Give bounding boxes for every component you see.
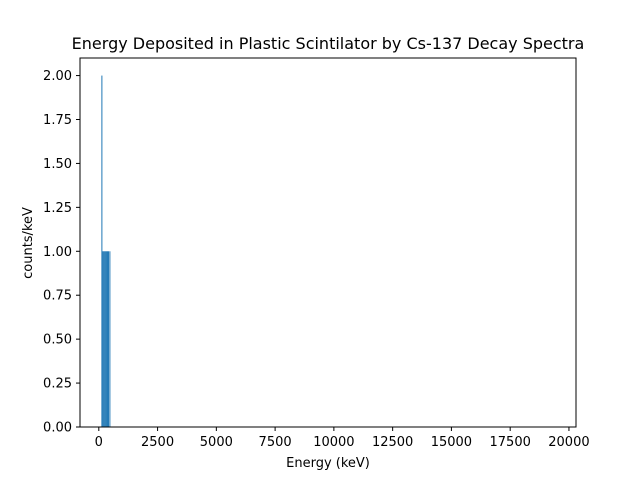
x-tick-label: 7500 bbox=[259, 435, 292, 450]
y-tick-label: 2.00 bbox=[43, 69, 72, 84]
bar bbox=[102, 251, 104, 427]
bar bbox=[103, 251, 105, 427]
bar bbox=[107, 251, 109, 427]
bar bbox=[101, 75, 103, 428]
bar bbox=[104, 251, 106, 427]
x-tick-label: 12500 bbox=[372, 435, 413, 450]
plot-frame bbox=[79, 57, 577, 428]
x-tick-label: 20000 bbox=[548, 435, 589, 450]
x-tick-label: 5000 bbox=[200, 435, 233, 450]
y-tick-label: 0.75 bbox=[43, 289, 72, 304]
bar bbox=[109, 251, 111, 427]
y-tick-label: 1.50 bbox=[43, 157, 72, 172]
y-tick-label: 0.00 bbox=[43, 421, 72, 436]
x-tick-label: 2500 bbox=[141, 435, 174, 450]
chart-title: Energy Deposited in Plastic Scintilator … bbox=[72, 34, 585, 53]
y-axis-label: counts/keV bbox=[21, 207, 36, 279]
bar bbox=[107, 251, 109, 427]
x-axis: 0 2500 5000 7500 10000 12500 15000 17500 20000 bbox=[95, 427, 590, 450]
y-tick-label: 0.25 bbox=[43, 377, 72, 392]
y-tick-label: 0.50 bbox=[43, 333, 72, 348]
y-tick-label: 1.25 bbox=[43, 201, 72, 216]
x-tick-label: 0 bbox=[95, 435, 103, 450]
x-tick-label: 10000 bbox=[313, 435, 354, 450]
bar bbox=[105, 251, 107, 427]
x-axis-label: Energy (keV) bbox=[286, 456, 370, 471]
y-tick-label: 1.00 bbox=[43, 245, 72, 260]
bar bbox=[106, 251, 108, 427]
plot-area bbox=[101, 75, 111, 428]
y-axis: 0.00 0.25 0.50 0.75 1.00 1.25 1.50 1.75 2.00 bbox=[43, 69, 80, 436]
x-tick-label: 15000 bbox=[431, 435, 472, 450]
y-tick-label: 1.75 bbox=[43, 113, 72, 128]
x-tick-label: 17500 bbox=[490, 435, 531, 450]
